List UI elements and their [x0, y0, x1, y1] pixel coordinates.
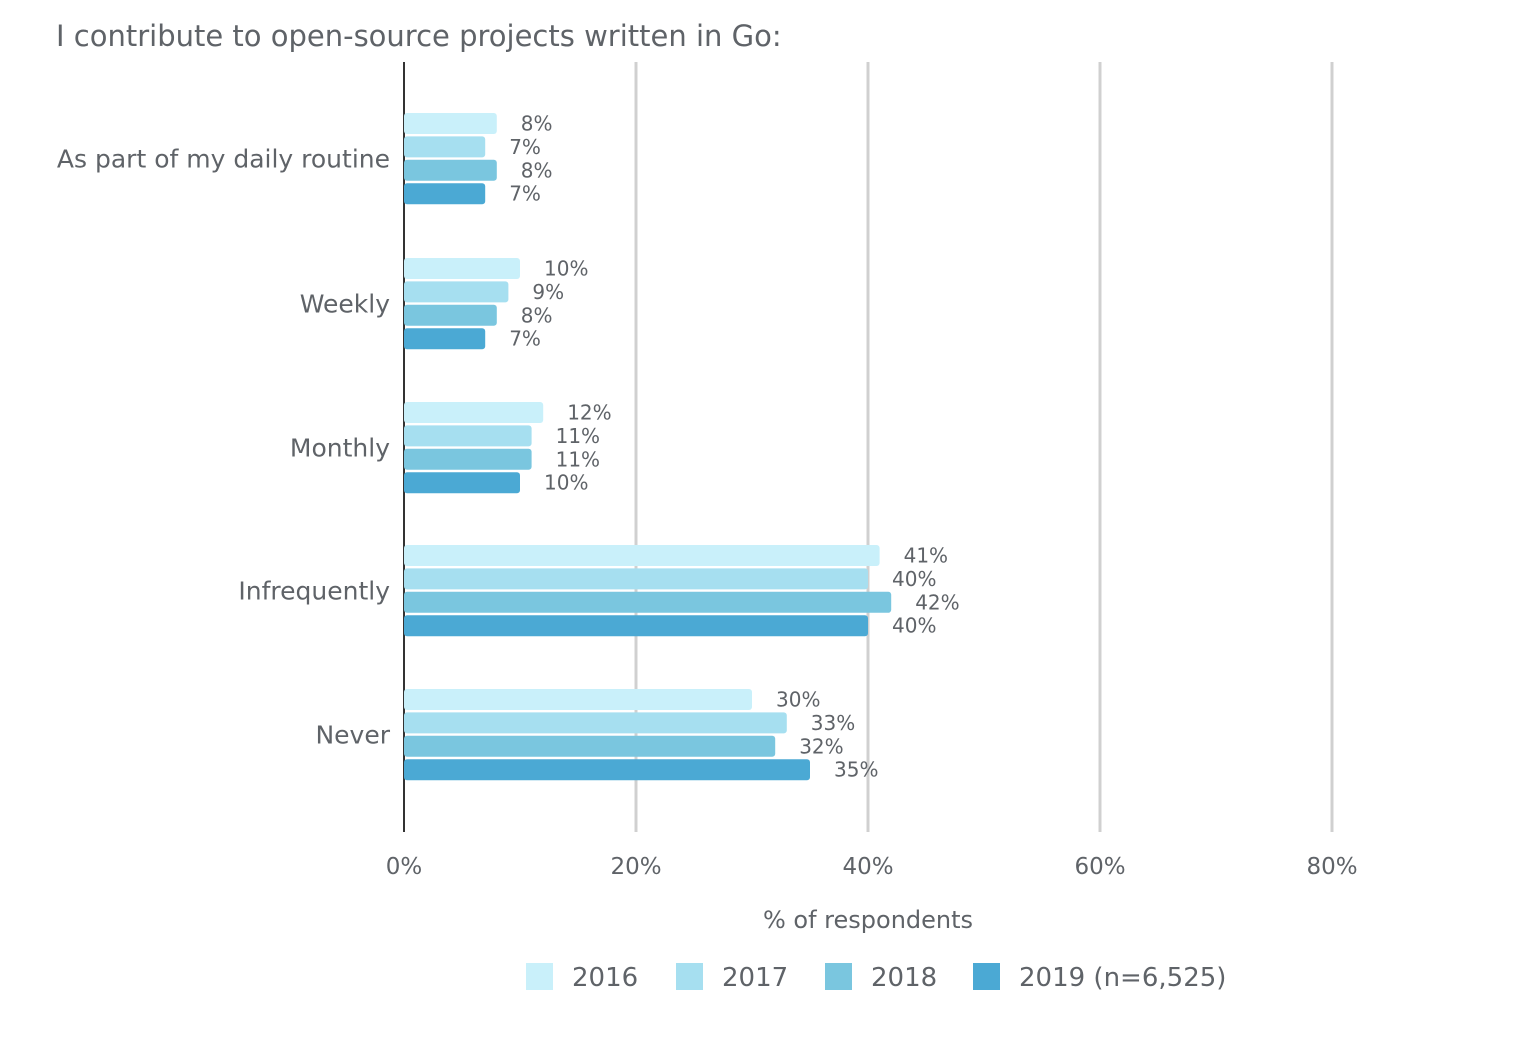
- bar-2019-1: [404, 328, 486, 350]
- x-tick-label: 80%: [1306, 854, 1357, 880]
- bar-2017-3: [404, 568, 868, 590]
- bar-2017-0: [404, 136, 486, 158]
- data-label: 11%: [556, 447, 600, 471]
- bar-2018-3: [404, 591, 892, 613]
- bar-2016-0: [404, 113, 497, 134]
- legend-swatch: [676, 963, 703, 990]
- category-label: Monthly: [290, 434, 390, 463]
- bar-2017-2: [404, 425, 532, 447]
- legend-label: 2017: [722, 963, 788, 993]
- bar-2019-0: [404, 183, 486, 205]
- legend: 2016 2017 2018 2019 (n=6,525): [526, 963, 1226, 993]
- x-tick-label: 40%: [842, 854, 893, 880]
- category-label: As part of my daily routine: [57, 145, 390, 174]
- legend-swatch: [973, 963, 1000, 990]
- bar-2019-2: [404, 472, 520, 494]
- data-label: 10%: [544, 257, 588, 281]
- data-label: 40%: [892, 614, 936, 638]
- data-label: 41%: [904, 544, 948, 568]
- data-label: 30%: [776, 688, 820, 712]
- bar-2016-3: [404, 545, 880, 566]
- chart-title: I contribute to open-source projects wri…: [56, 19, 782, 53]
- data-label: 7%: [509, 327, 541, 351]
- data-label: 42%: [915, 590, 959, 614]
- data-label: 9%: [532, 280, 564, 304]
- legend-label: 2019 (n=6,525): [1019, 963, 1226, 993]
- data-labels: 8%7%8%7%10%9%8%7%12%11%11%10%41%40%42%40…: [509, 112, 959, 782]
- legend-label: 2018: [871, 963, 937, 993]
- bar-2016-1: [404, 258, 520, 279]
- data-label: 35%: [834, 758, 878, 782]
- bar-2016-2: [404, 402, 544, 423]
- bar-2018-1: [404, 304, 497, 326]
- data-label: 7%: [509, 135, 541, 159]
- bar-2017-4: [404, 712, 787, 734]
- bar-2016-4: [404, 689, 752, 710]
- category-labels: As part of my daily routine Weekly Monthly…: [57, 145, 391, 750]
- data-label: 12%: [567, 401, 611, 425]
- legend-swatch: [526, 963, 553, 990]
- data-label: 32%: [799, 734, 843, 758]
- data-label: 40%: [892, 567, 936, 591]
- x-tick-label: 60%: [1074, 854, 1125, 880]
- category-label: Infrequently: [238, 577, 390, 606]
- data-label: 7%: [509, 182, 541, 206]
- bar-2018-4: [404, 735, 776, 757]
- category-label: Weekly: [300, 290, 390, 319]
- bar-2018-2: [404, 448, 532, 470]
- category-label: Never: [315, 721, 390, 750]
- bars: [404, 113, 892, 781]
- x-axis-title: % of respondents: [763, 906, 973, 934]
- data-label: 8%: [521, 112, 553, 136]
- x-tick-labels: 0% 20% 40% 60% 80%: [386, 854, 1358, 880]
- data-label: 33%: [811, 711, 855, 735]
- data-label: 11%: [556, 424, 600, 448]
- legend-label: 2016: [572, 963, 638, 993]
- legend-swatch: [825, 963, 852, 990]
- bar-2017-1: [404, 281, 509, 303]
- bar-2019-4: [404, 759, 810, 781]
- data-label: 8%: [521, 303, 553, 327]
- data-label: 10%: [544, 471, 588, 495]
- x-tick-label: 20%: [610, 854, 661, 880]
- bar-2019-3: [404, 615, 868, 637]
- bar-2018-0: [404, 159, 497, 181]
- x-tick-label: 0%: [386, 854, 423, 880]
- data-label: 8%: [521, 158, 553, 182]
